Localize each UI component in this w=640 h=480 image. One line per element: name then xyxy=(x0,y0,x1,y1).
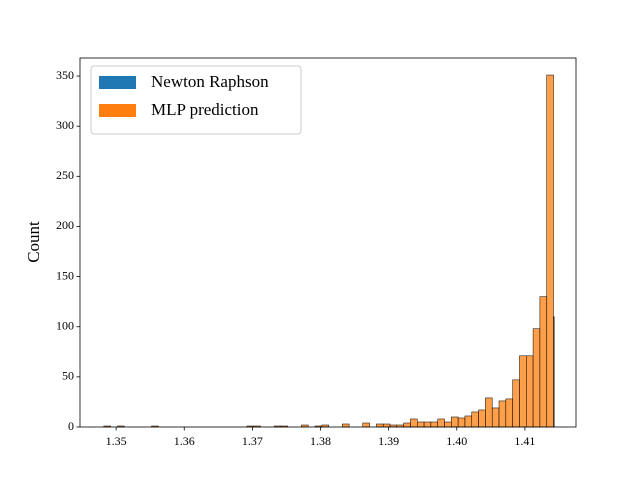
histogram-bar xyxy=(471,411,479,428)
legend-swatch xyxy=(99,104,136,117)
histogram-bar xyxy=(423,421,432,428)
histogram-bar xyxy=(403,422,411,428)
histogram-bar xyxy=(478,409,486,428)
histogram-bar xyxy=(464,415,473,428)
histogram-bar xyxy=(491,407,500,428)
histogram-bar xyxy=(417,421,425,428)
legend-label: MLP prediction xyxy=(151,100,259,119)
y-tick-label: 250 xyxy=(56,168,74,182)
x-tick-label: 1.37 xyxy=(242,434,263,448)
y-tick-label: 200 xyxy=(56,218,74,232)
histogram-bar xyxy=(376,423,384,428)
y-tick-label: 150 xyxy=(56,268,74,282)
histogram-bar xyxy=(505,398,513,428)
y-tick-label: 100 xyxy=(56,318,74,332)
histogram-bar xyxy=(410,418,418,428)
legend-label: Newton Raphson xyxy=(151,72,269,91)
plot-frame xyxy=(79,57,577,428)
legend-swatch xyxy=(99,76,136,89)
x-tick-label: 1.38 xyxy=(310,434,331,448)
histogram-bar xyxy=(457,417,466,428)
histogram-bar xyxy=(437,418,445,428)
histogram-bar xyxy=(532,328,541,428)
histogram-bar xyxy=(498,400,507,428)
histogram-bar xyxy=(539,296,547,428)
legend-box xyxy=(90,65,302,135)
histogram-bar xyxy=(430,421,438,428)
histogram-bar xyxy=(512,379,520,428)
y-tick-label: 50 xyxy=(62,369,74,383)
y-tick-label: 350 xyxy=(56,68,74,82)
histogram-bar xyxy=(362,422,370,428)
histogram-bar xyxy=(485,397,493,428)
histogram-bar xyxy=(519,355,527,428)
x-tick-label: 1.39 xyxy=(378,434,399,448)
histogram-bar xyxy=(342,423,350,428)
x-tick-label: 1.35 xyxy=(106,434,127,448)
y-axis-label: Count xyxy=(24,221,43,263)
y-tick-label: 300 xyxy=(56,118,74,132)
x-tick-label: 1.40 xyxy=(446,434,467,448)
histogram-bar xyxy=(526,355,534,428)
histogram-bar xyxy=(451,416,459,428)
y-tick-label: 0 xyxy=(68,419,74,433)
histogram-bar xyxy=(546,74,554,428)
histogram-bar xyxy=(382,423,391,428)
x-tick-label: 1.36 xyxy=(174,434,195,448)
histogram-bar xyxy=(444,421,452,428)
x-tick-label: 1.41 xyxy=(514,434,535,448)
